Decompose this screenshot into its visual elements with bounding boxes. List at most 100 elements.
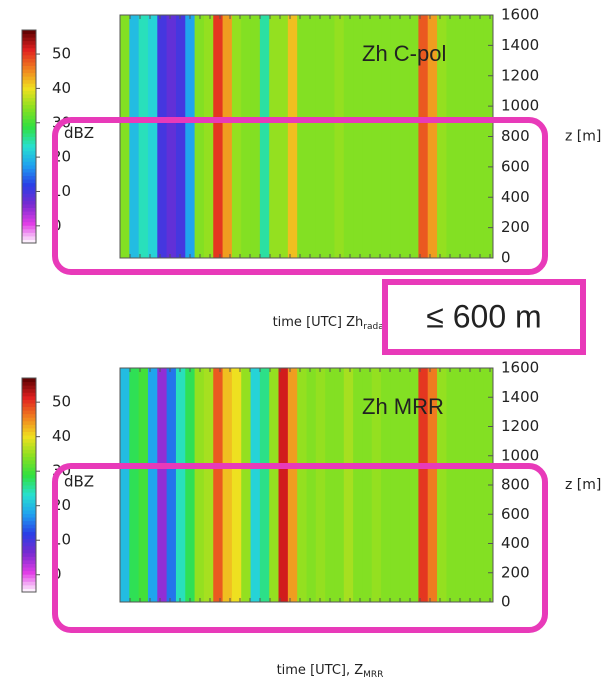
colorbar-tick-label: 40: [52, 427, 71, 445]
heat-column: [437, 15, 447, 258]
colorbar-step: [22, 211, 36, 216]
heat-column: [157, 15, 168, 258]
y-axis-label: z [m]: [565, 129, 601, 145]
heat-column: [185, 368, 196, 602]
colorbar-step: [22, 83, 36, 88]
colorbar-step: [22, 474, 36, 479]
colorbar-step: [22, 51, 36, 56]
heat-column: [427, 15, 438, 258]
y-tick-label: 400: [501, 188, 530, 206]
y-tick-label: 1400: [501, 388, 539, 406]
heat-column: [437, 368, 447, 602]
y-tick-label: 0: [501, 593, 511, 611]
heat-column: [194, 368, 205, 602]
colorbar-step: [22, 65, 36, 70]
heat-column: [325, 15, 335, 258]
heat-column: [278, 15, 289, 258]
heat-column: [465, 15, 475, 258]
colorbar-label: dBZ: [64, 473, 94, 491]
colorbar-step: [22, 193, 36, 198]
colorbar-step: [22, 481, 36, 486]
heat-column: [343, 15, 354, 258]
colorbar-step: [22, 385, 36, 390]
colorbar-step: [22, 203, 36, 208]
heat-column: [371, 368, 382, 602]
colorbar-step: [22, 225, 36, 230]
heat-column: [297, 368, 307, 602]
colorbar-step: [22, 492, 36, 497]
highlight-box: [52, 463, 548, 633]
colorbar-step: [22, 122, 36, 127]
heat-column: [343, 368, 354, 602]
colorbar-step: [22, 431, 36, 436]
colorbar-step: [22, 118, 36, 123]
colorbar-step: [22, 150, 36, 155]
y-tick-label: 1000: [501, 97, 539, 115]
colorbar-step: [22, 470, 36, 475]
colorbar-step: [22, 545, 36, 550]
x-axis-label-main: time [UTC] Zh: [273, 315, 364, 330]
y-tick-label: 1200: [501, 417, 539, 435]
colorbar-step: [22, 427, 36, 432]
colorbar-step: [22, 392, 36, 397]
heat-column: [334, 15, 345, 258]
colorbar-step: [22, 581, 36, 586]
colorbar-step: [22, 196, 36, 201]
heat-column: [194, 15, 205, 258]
heat-column: [409, 368, 419, 602]
colorbar-step: [22, 559, 36, 564]
colorbar-step: [22, 520, 36, 525]
colorbar-step: [22, 168, 36, 173]
colorbar-step: [22, 58, 36, 63]
heat-column: [259, 368, 270, 602]
heat-column: [334, 368, 345, 602]
colorbar-step: [22, 552, 36, 557]
y-tick-label: 0: [501, 249, 511, 267]
heat-column: [129, 15, 140, 258]
colorbar-step: [22, 207, 36, 212]
colorbar-step: [22, 417, 36, 422]
colorbar-step: [22, 445, 36, 450]
colorbar-frame: [21, 377, 37, 593]
colorbar-step: [22, 542, 36, 547]
y-tick-label: 1600: [501, 6, 539, 24]
heat-column: [259, 15, 270, 258]
heat-column: [175, 368, 186, 602]
colorbar-step: [22, 378, 36, 383]
colorbar-step: [22, 485, 36, 490]
colorbar-step: [22, 44, 36, 49]
colorbar-step: [22, 574, 36, 579]
colorbar-step: [22, 164, 36, 169]
colorbar-step: [22, 513, 36, 518]
colorbar-step: [22, 37, 36, 42]
heat-column: [147, 368, 158, 602]
heat-column: [381, 368, 391, 602]
heat-column: [213, 15, 224, 258]
colorbar-label: dBZ: [64, 124, 94, 142]
y-tick-label: 600: [501, 505, 530, 523]
heat-column: [315, 368, 326, 602]
colorbar-step: [22, 30, 36, 35]
heat-column: [241, 15, 252, 258]
heat-column: [390, 368, 401, 602]
heat-column: [231, 368, 242, 602]
x-axis-label-sub: radar: [363, 322, 387, 332]
colorbar-step: [22, 424, 36, 429]
colorbar-frame: [21, 29, 37, 244]
colorbar-step: [22, 549, 36, 554]
colorbar-step: [22, 570, 36, 575]
heat-column: [353, 368, 363, 602]
colorbar-step: [22, 125, 36, 130]
x-axis-label: time [UTC] Zhradar: [273, 315, 388, 332]
colorbar-step: [22, 442, 36, 447]
colorbar-step: [22, 104, 36, 109]
heat-column: [362, 15, 373, 258]
heat-column: [250, 368, 261, 602]
heat-column: [325, 368, 335, 602]
y-tick-label: 1600: [501, 359, 539, 377]
y-axis-label: z [m]: [565, 477, 601, 493]
heat-column: [287, 15, 298, 258]
colorbar-step: [22, 495, 36, 500]
y-tick-label: 1400: [501, 36, 539, 54]
heat-column: [399, 368, 410, 602]
